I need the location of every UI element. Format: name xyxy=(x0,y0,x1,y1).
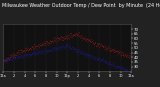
Text: Milwaukee Weather Outdoor Temp / Dew Point  by Minute  (24 Hours) (Alternate): Milwaukee Weather Outdoor Temp / Dew Poi… xyxy=(2,3,160,8)
